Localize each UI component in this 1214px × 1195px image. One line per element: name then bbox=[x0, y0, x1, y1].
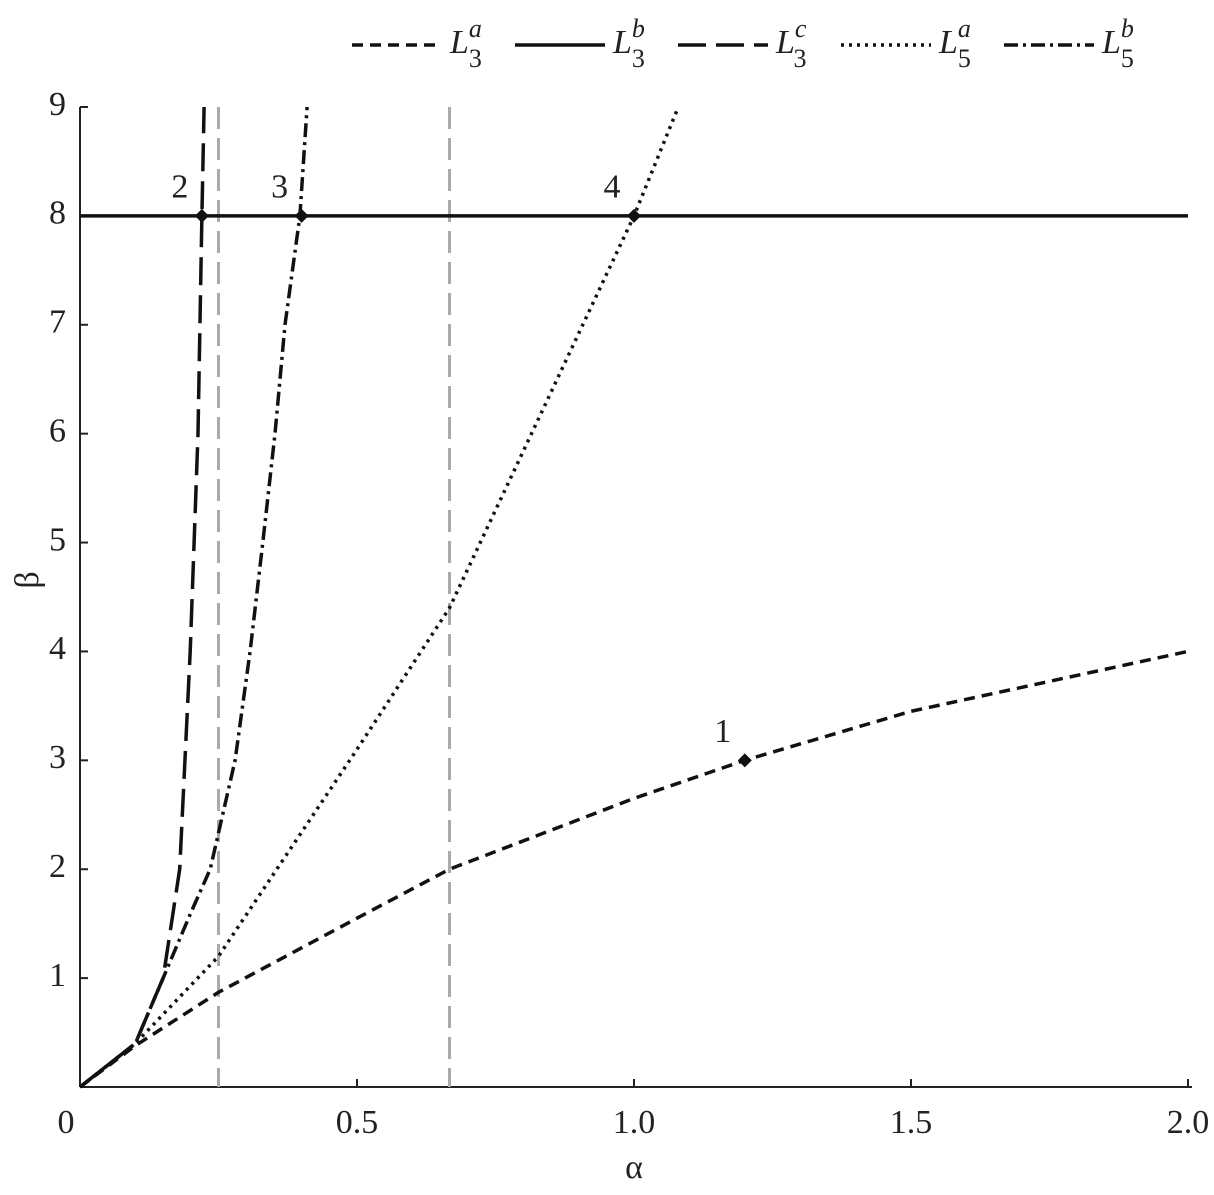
legend-name: L bbox=[775, 24, 795, 61]
point-marker bbox=[627, 208, 641, 223]
legend-label: La 3 bbox=[449, 14, 482, 73]
legend-superscript: c bbox=[795, 14, 807, 43]
y-tick-label: 9 bbox=[49, 86, 66, 123]
series-line bbox=[78, 649, 1189, 1089]
legend-superscript: b bbox=[632, 14, 645, 43]
point-marker bbox=[737, 753, 752, 768]
legend-superscript: b bbox=[1121, 14, 1134, 43]
series-line bbox=[78, 106, 206, 1089]
y-tick-label: 8 bbox=[49, 195, 66, 232]
y-tick-label: 5 bbox=[49, 521, 66, 558]
legend-subscript: 3 bbox=[632, 44, 645, 73]
legend-name: L bbox=[449, 24, 469, 61]
point-label: 1 bbox=[714, 713, 731, 750]
point-label: 2 bbox=[171, 169, 188, 206]
legend-subscript: 5 bbox=[1121, 44, 1134, 73]
x-tick-label: 1.0 bbox=[613, 1104, 656, 1141]
x-tick-label: 0 bbox=[58, 1104, 75, 1141]
x-tick-label: 2.0 bbox=[1167, 1104, 1210, 1141]
legend-label: Lb 5 bbox=[1101, 14, 1134, 73]
x-tick-label: 0.5 bbox=[336, 1104, 379, 1141]
point-marker bbox=[194, 208, 209, 223]
y-tick-label: 6 bbox=[49, 412, 66, 449]
point-marker bbox=[294, 208, 309, 223]
series-line bbox=[78, 106, 309, 1089]
legend-superscript: a bbox=[958, 14, 971, 43]
legend-subscript: 3 bbox=[469, 44, 482, 73]
legend-superscript: a bbox=[469, 14, 482, 43]
series-line bbox=[78, 106, 680, 1089]
y-tick-label: 3 bbox=[49, 739, 66, 776]
x-tick-label: 1.5 bbox=[890, 1104, 933, 1141]
point-label: 3 bbox=[271, 169, 288, 206]
legend-label: La 5 bbox=[938, 14, 971, 73]
y-tick-label: 4 bbox=[49, 630, 66, 667]
legend-name: L bbox=[612, 24, 632, 61]
legend-subscript: 5 bbox=[958, 44, 971, 73]
y-tick-label: 2 bbox=[49, 848, 66, 885]
point-label: 4 bbox=[604, 169, 621, 206]
y-tick-label: 7 bbox=[49, 304, 66, 341]
y-tick-label: 1 bbox=[49, 957, 66, 994]
legend-label: Lc 3 bbox=[775, 14, 807, 73]
legend-label: Lb 3 bbox=[612, 14, 645, 73]
x-axis-label: α bbox=[625, 1149, 643, 1186]
y-axis-label: β bbox=[9, 571, 46, 588]
legend-name: L bbox=[1101, 24, 1121, 61]
legend-name: L bbox=[938, 24, 958, 61]
legend-subscript: 3 bbox=[793, 44, 806, 73]
